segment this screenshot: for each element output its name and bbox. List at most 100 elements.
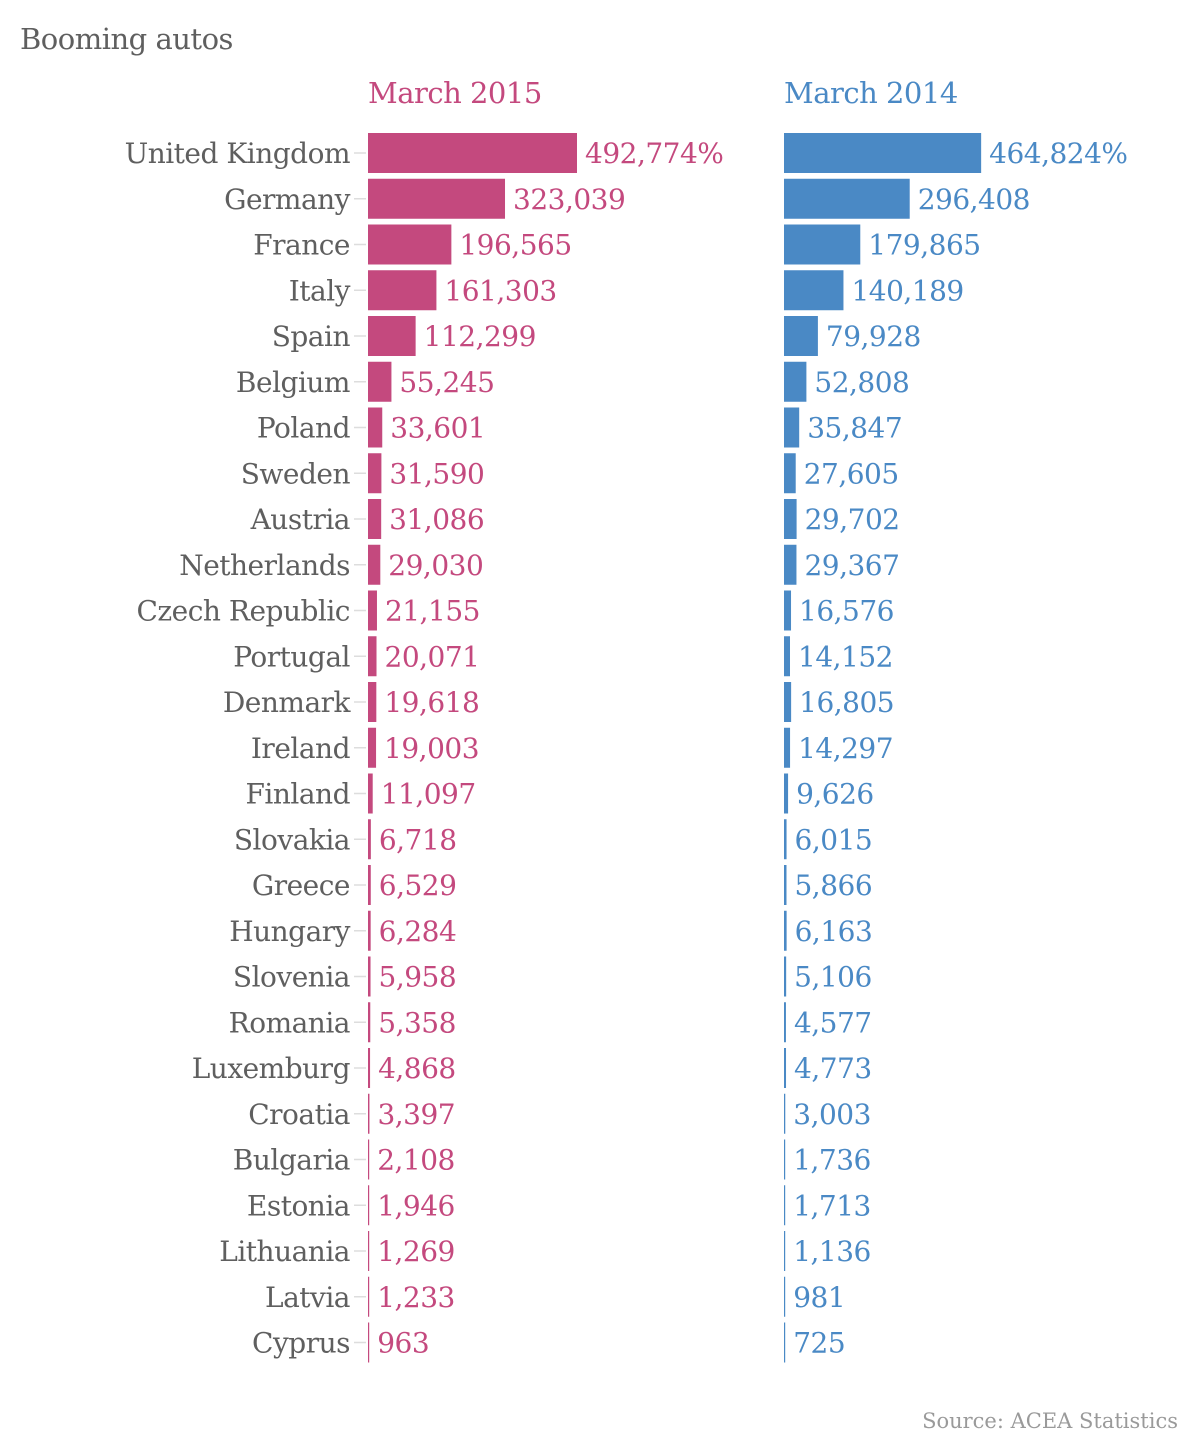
value-label: 1,269	[377, 1235, 455, 1268]
bar	[368, 682, 377, 722]
bar	[368, 499, 382, 539]
bar	[784, 590, 792, 631]
bar	[368, 1002, 371, 1043]
series-header: March 2015	[368, 76, 542, 110]
value-label: 29,702	[805, 503, 900, 536]
category-label: Croatia	[248, 1098, 350, 1131]
value-label: 112,299	[424, 320, 536, 353]
category-label: Slovakia	[234, 823, 350, 856]
value-label: 4,577	[794, 1006, 872, 1039]
bar	[784, 316, 818, 356]
category-label: Spain	[272, 320, 351, 353]
value-label: 5,958	[379, 961, 457, 994]
bar	[784, 133, 982, 173]
value-label: 16,805	[799, 686, 894, 719]
bar	[784, 178, 910, 219]
bar	[368, 819, 371, 860]
value-label: 161,303	[444, 274, 556, 307]
value-label: 140,189	[851, 274, 963, 307]
category-label: Romania	[229, 1006, 350, 1039]
bar	[784, 1002, 786, 1043]
value-label: 21,155	[385, 595, 480, 628]
value-label: 1,233	[377, 1281, 455, 1314]
category-label: Cyprus	[252, 1327, 350, 1360]
category-label: Slovenia	[233, 961, 350, 994]
value-label: 3,397	[377, 1098, 455, 1131]
category-label: Hungary	[229, 915, 350, 948]
bar	[784, 1231, 786, 1271]
bar	[368, 910, 371, 951]
category-label: Poland	[257, 412, 351, 445]
bar	[784, 773, 789, 814]
series-header: March 2014	[784, 76, 958, 110]
category-label: Luxemburg	[192, 1052, 351, 1085]
bar	[784, 407, 800, 448]
bar	[784, 1093, 786, 1134]
bar	[368, 133, 577, 173]
bar	[368, 361, 392, 402]
bar	[368, 407, 383, 448]
bar	[368, 178, 506, 219]
bar	[784, 727, 791, 768]
value-label: 5,866	[794, 869, 872, 902]
bar	[784, 361, 807, 402]
value-label: 296,408	[918, 183, 1030, 216]
value-label: 179,865	[868, 229, 980, 262]
bar	[368, 956, 371, 997]
bar	[368, 316, 416, 356]
value-label: 52,808	[814, 366, 909, 399]
bar	[368, 1048, 371, 1088]
value-label: 79,928	[826, 320, 921, 353]
value-label: 725	[793, 1327, 845, 1360]
value-label: 6,718	[379, 823, 457, 856]
value-label: 55,245	[399, 366, 494, 399]
bar	[784, 453, 796, 494]
category-label: Czech Republic	[137, 595, 351, 628]
category-label: Portugal	[233, 640, 350, 673]
value-label: 492,774%	[585, 137, 723, 170]
bar	[368, 453, 382, 494]
category-label: Bulgaria	[233, 1144, 350, 1177]
category-label: Lithuania	[219, 1235, 350, 1268]
value-label: 5,106	[794, 961, 872, 994]
bar	[784, 1322, 786, 1363]
value-label: 5,358	[378, 1006, 456, 1039]
bar	[784, 910, 787, 951]
bar	[784, 819, 787, 860]
bar	[368, 1231, 370, 1271]
value-label: 6,529	[379, 869, 457, 902]
bar	[784, 1048, 787, 1088]
value-label: 4,868	[378, 1052, 456, 1085]
bar	[784, 544, 797, 585]
value-label: 35,847	[807, 412, 902, 445]
value-label: 19,618	[384, 686, 479, 719]
value-label: 3,003	[793, 1098, 871, 1131]
value-label: 14,297	[798, 732, 893, 765]
category-label: France	[253, 229, 350, 262]
value-label: 4,773	[794, 1052, 872, 1085]
bar	[784, 682, 792, 722]
value-label: 16,576	[799, 595, 894, 628]
value-label: 6,163	[795, 915, 873, 948]
bar	[784, 499, 797, 539]
chart-title: Booming autos	[20, 22, 233, 56]
category-label: Austria	[250, 503, 350, 536]
value-label: 1,713	[793, 1189, 871, 1222]
category-label: Estonia	[247, 1189, 350, 1222]
bar	[368, 590, 377, 631]
bar	[368, 1322, 370, 1363]
bar	[784, 636, 791, 677]
value-label: 11,097	[381, 778, 476, 811]
value-label: 29,367	[804, 549, 899, 582]
bar	[784, 270, 844, 311]
value-label: 31,086	[389, 503, 484, 536]
value-label: 464,824%	[989, 137, 1127, 170]
value-label: 6,015	[795, 823, 873, 856]
value-label: 19,003	[384, 732, 479, 765]
category-label: Ireland	[251, 732, 351, 765]
category-label: Netherlands	[179, 549, 350, 582]
bar	[784, 956, 787, 997]
value-label: 14,152	[798, 640, 893, 673]
value-label: 9,626	[796, 778, 874, 811]
bar	[368, 1139, 370, 1180]
